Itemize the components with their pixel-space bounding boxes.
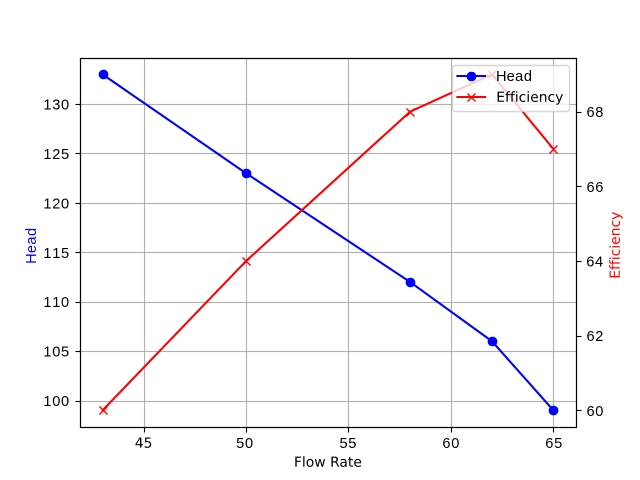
- svg-text:60: 60: [586, 404, 603, 420]
- svg-text:60: 60: [442, 436, 459, 452]
- svg-text:55: 55: [339, 436, 356, 452]
- svg-text:65: 65: [545, 436, 562, 452]
- svg-text:115: 115: [43, 246, 69, 262]
- svg-text:62: 62: [586, 329, 603, 345]
- svg-text:130: 130: [43, 98, 69, 114]
- svg-text:125: 125: [43, 147, 69, 163]
- svg-text:Head: Head: [24, 228, 40, 264]
- svg-text:68: 68: [586, 105, 603, 121]
- svg-text:100: 100: [43, 394, 69, 410]
- svg-text:66: 66: [586, 180, 603, 196]
- svg-text:50: 50: [236, 436, 253, 452]
- svg-text:110: 110: [43, 295, 69, 311]
- svg-text:120: 120: [43, 196, 69, 212]
- svg-text:Head: Head: [496, 69, 532, 85]
- svg-text:64: 64: [586, 255, 603, 271]
- svg-text:105: 105: [43, 345, 69, 361]
